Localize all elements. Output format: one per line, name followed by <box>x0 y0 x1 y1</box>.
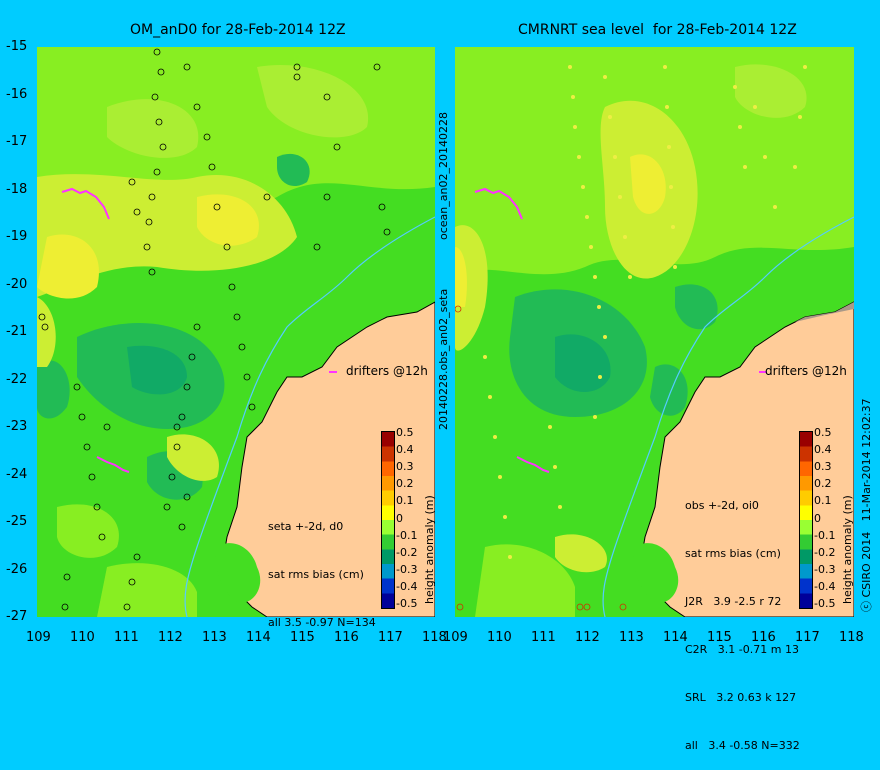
right-colorbar-labels: 0.5 0.4 0.3 0.2 0.1 0 -0.1 -0.2 -0.3 -0.… <box>814 426 836 610</box>
right-map-svg <box>455 47 854 617</box>
right-drifters-label: drifters @12h <box>765 364 847 378</box>
left-panel-title: OM_anD0 for 28-Feb-2014 12Z <box>130 22 346 38</box>
left-colorbar <box>381 431 395 609</box>
right-panel-title: CMRNRT sea level for 28-Feb-2014 12Z <box>518 22 797 38</box>
left-stats-block: seta +-2d, d0 sat rms bias (cm) all 3.5 … <box>268 520 376 629</box>
right-obs-circles <box>455 305 627 611</box>
right-colorbar <box>799 431 813 609</box>
right-colorbar-title: height anomaly (m) <box>841 495 854 604</box>
right-drifters <box>474 187 767 473</box>
right-stats-block: obs +-2d, oi0 sat rms bias (cm) J2R 3.9 … <box>685 499 800 752</box>
copyright-label: ⓒ CSIRO 2014 11-Mar-2014 12:02:37 <box>860 398 873 612</box>
left-drifters <box>61 187 337 473</box>
middle-top-label: ocean_an02_20140228 <box>437 112 450 240</box>
left-colorbar-labels: 0.5 0.4 0.3 0.2 0.1 0 -0.1 -0.2 -0.3 -0.… <box>396 426 418 610</box>
left-colorbar-title: height anomaly (m) <box>423 495 436 604</box>
right-map-panel <box>455 47 854 617</box>
left-x-axis-labels: 109 110 111 112 113 114 115 116 117 118 <box>26 630 447 645</box>
middle-bottom-label: 20140228.obs_an02_seta <box>437 288 450 430</box>
right-obs-tracks <box>483 65 807 559</box>
right-x-axis-labels: 109 110 111 112 113 114 115 116 117 118 <box>443 630 864 645</box>
left-drifters-label: drifters @12h <box>346 364 428 378</box>
left-obs-circles <box>38 48 391 611</box>
